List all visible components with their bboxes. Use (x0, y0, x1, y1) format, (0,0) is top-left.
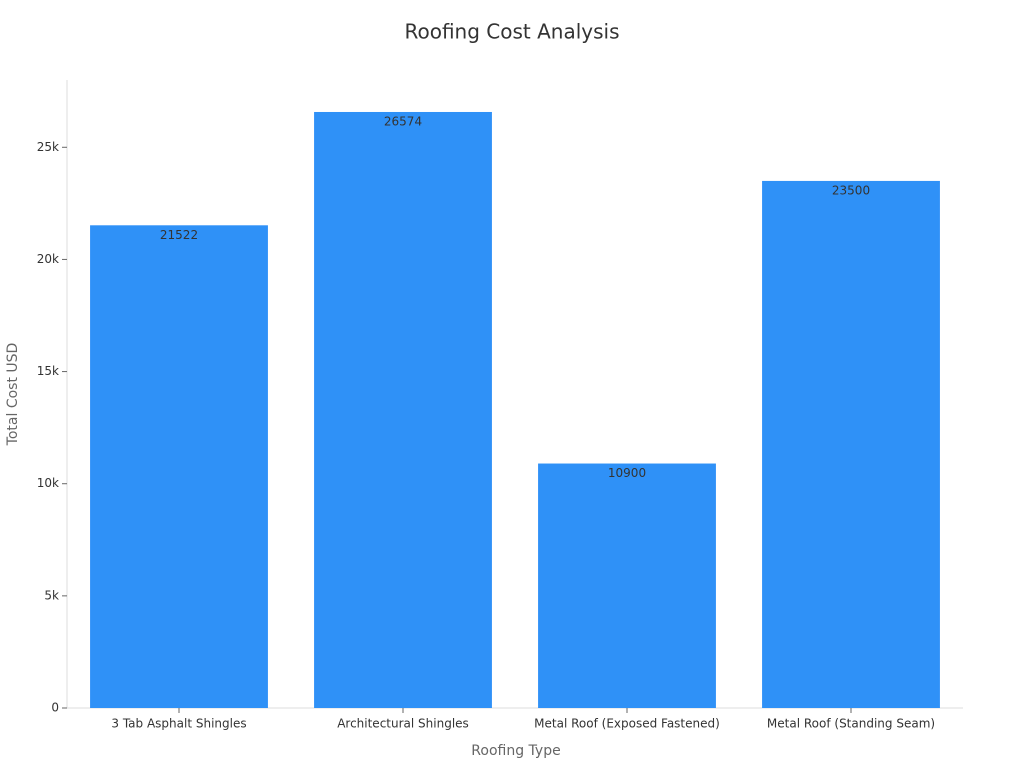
bar (90, 225, 268, 708)
chart-title: Roofing Cost Analysis (404, 20, 619, 44)
x-axis-title: Roofing Type (471, 743, 560, 759)
bar (538, 463, 716, 708)
y-tick-label: 20k (37, 252, 59, 266)
bar (314, 111, 492, 708)
x-tick-label: Architectural Shingles (337, 717, 469, 731)
data-label: 23500 (832, 183, 870, 197)
y-tick-label: 15k (37, 364, 59, 378)
y-axis-title: Total Cost USD (5, 343, 21, 447)
data-label: 26574 (384, 114, 422, 128)
x-tick-label: 3 Tab Asphalt Shingles (111, 717, 246, 731)
x-tick-label: Metal Roof (Standing Seam) (767, 717, 935, 731)
data-label: 10900 (608, 466, 646, 480)
data-label: 21522 (160, 228, 198, 242)
y-tick-label: 25k (37, 140, 59, 154)
bar (762, 180, 940, 708)
y-tick-label: 10k (37, 476, 59, 490)
y-tick-label: 0 (51, 701, 59, 715)
x-tick-label: Metal Roof (Exposed Fastened) (534, 717, 720, 731)
y-tick-label: 5k (44, 588, 59, 602)
